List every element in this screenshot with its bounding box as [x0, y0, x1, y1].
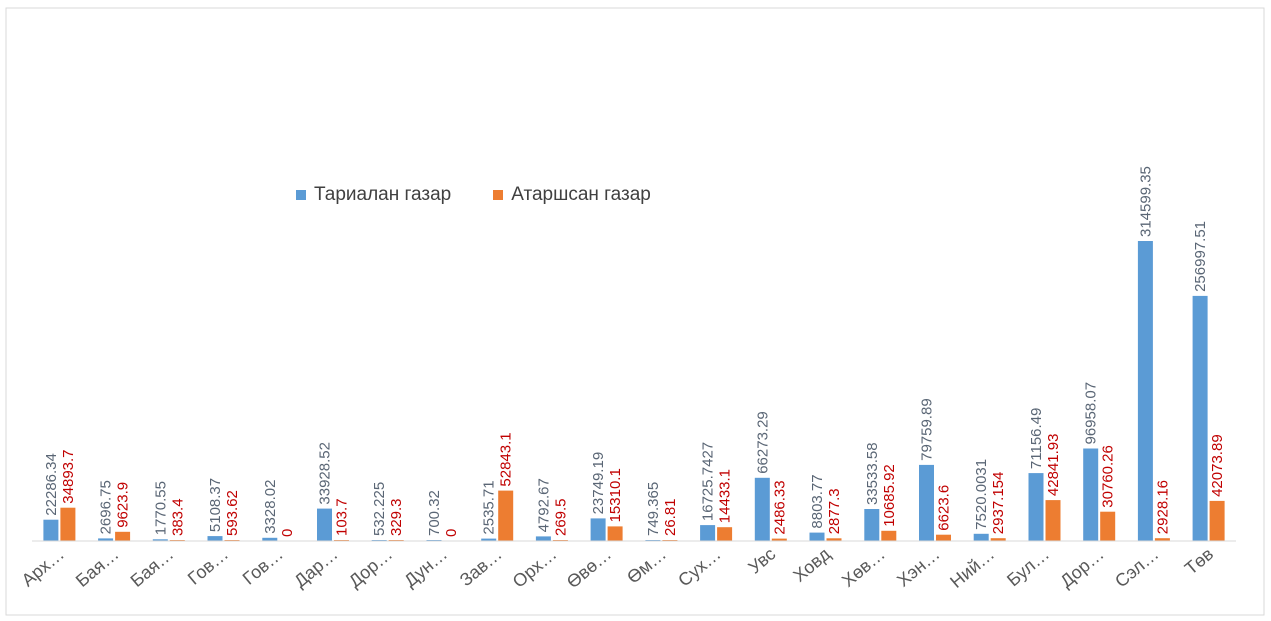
bar-series-2-13	[771, 538, 787, 541]
value-label-series-2-11: 26.81	[662, 498, 679, 536]
legend-swatch-series-1	[296, 190, 306, 200]
value-label-series-2-19: 30760.26	[1100, 445, 1117, 508]
bar-series-2-17	[990, 538, 1006, 541]
value-label-series-1-16: 79759.89	[919, 398, 936, 461]
value-label-series-1-15: 33533.58	[864, 442, 881, 505]
value-label-series-2-6: 329.3	[388, 498, 405, 536]
value-label-series-2-2: 383.4	[169, 498, 186, 536]
value-label-series-2-12: 14433.1	[717, 469, 734, 523]
bar-series-1-5	[317, 508, 332, 541]
value-label-series-2-10: 15310.1	[607, 468, 624, 522]
value-label-series-1-5: 33928.52	[317, 442, 334, 505]
bar-series-2-8	[498, 490, 514, 541]
bar-series-1-16	[919, 464, 934, 541]
legend-swatch-series-2	[493, 190, 504, 200]
data-labels-layer: 22286.34 34893.7 2696.75 9623.9 1770.55 383.4…	[43, 166, 1226, 537]
value-label-series-1-12: 16725.7427	[700, 442, 717, 521]
bar-series-1-0	[43, 519, 59, 541]
value-label-series-2-20: 2928.16	[1154, 480, 1171, 534]
value-label-series-2-9: 269.5	[552, 498, 569, 536]
legend-label-series-2: Атаршсан газар	[511, 184, 651, 205]
value-label-series-2-0: 34893.7	[60, 449, 77, 503]
value-label-series-2-17: 2937.154	[990, 472, 1007, 535]
value-label-series-1-7: 700.32	[426, 490, 443, 536]
value-label-series-2-21: 42073.89	[1209, 434, 1226, 497]
bar-series-1-10	[590, 518, 606, 541]
bar-series-1-17	[973, 533, 989, 541]
legend: Тариалан газар Атаршсан газар	[296, 184, 651, 206]
value-label-series-2-4: 0	[279, 529, 296, 537]
bar-series-1-20	[1137, 241, 1153, 541]
bar-series-2-0	[60, 507, 76, 541]
value-label-series-1-17: 7520.0031	[973, 459, 990, 530]
value-label-series-1-19: 96958.07	[1083, 382, 1100, 445]
bar-series-2-15	[881, 530, 897, 541]
bar-series-1-21	[1192, 295, 1208, 541]
value-label-series-2-14: 2877.3	[826, 488, 843, 534]
value-label-series-1-9: 4792.67	[535, 478, 552, 532]
bar-series-1-9	[535, 536, 551, 541]
value-label-series-2-18: 42841.93	[1045, 434, 1062, 497]
value-label-series-2-5: 103.7	[334, 498, 351, 536]
value-label-series-2-15: 10685.92	[881, 464, 898, 527]
value-label-series-1-2: 1770.55	[152, 481, 169, 535]
bar-series-1-15	[864, 509, 880, 541]
value-label-series-2-1: 9623.9	[115, 482, 132, 528]
bar-series-2-12	[717, 527, 733, 541]
bar-series-1-1	[98, 538, 114, 541]
value-label-series-1-21: 256997.51	[1192, 221, 1209, 292]
value-label-series-1-10: 23749.19	[590, 452, 607, 515]
value-label-series-2-8: 52843.1	[498, 432, 515, 486]
bar-series-2-16	[936, 534, 951, 541]
bar-series-1-13	[754, 477, 770, 541]
bars-layer	[43, 241, 1225, 541]
value-label-series-1-1: 2696.75	[98, 480, 115, 534]
value-label-series-1-6: 532.225	[371, 482, 388, 536]
bar-series-2-10	[607, 526, 623, 541]
value-label-series-1-11: 749.365	[645, 482, 662, 536]
value-label-series-1-3: 5108.37	[207, 478, 224, 532]
value-label-series-2-3: 593.62	[224, 490, 241, 536]
bar-series-1-18	[1028, 473, 1044, 541]
bar-series-2-18	[1045, 500, 1061, 541]
value-label-series-1-8: 2535.71	[481, 480, 498, 534]
bar-series-1-8	[481, 538, 497, 541]
value-label-series-1-13: 66273.29	[754, 411, 771, 474]
value-label-series-1-14: 8803.77	[809, 474, 826, 528]
bar-series-2-21	[1209, 500, 1225, 541]
value-label-series-2-7: 0	[443, 529, 460, 537]
value-label-series-1-4: 3328.02	[262, 480, 279, 534]
bar-series-2-19	[1100, 511, 1116, 541]
bar-series-2-1	[115, 531, 131, 541]
bar-series-1-3	[207, 536, 223, 541]
value-label-series-1-18: 71156.49	[1028, 408, 1045, 469]
value-label-series-2-13: 2486.33	[771, 480, 788, 534]
legend-item-series-1: Тариалан газар	[296, 184, 451, 206]
bar-series-2-20	[1154, 538, 1170, 541]
bar-series-1-19	[1083, 448, 1099, 541]
value-label-series-1-20: 314599.35	[1137, 166, 1154, 237]
bar-series-1-4	[262, 537, 278, 541]
legend-label-series-1: Тариалан газар	[314, 184, 452, 205]
value-label-series-2-16: 6623.6	[936, 485, 953, 531]
legend-item-series-2: Атаршсан газар	[493, 184, 651, 206]
bar-series-1-2	[152, 539, 168, 541]
bar-series-1-14	[809, 532, 825, 541]
bar-series-1-12	[700, 525, 716, 541]
bar-series-2-14	[826, 538, 842, 541]
value-label-series-1-0: 22286.34	[43, 453, 60, 516]
